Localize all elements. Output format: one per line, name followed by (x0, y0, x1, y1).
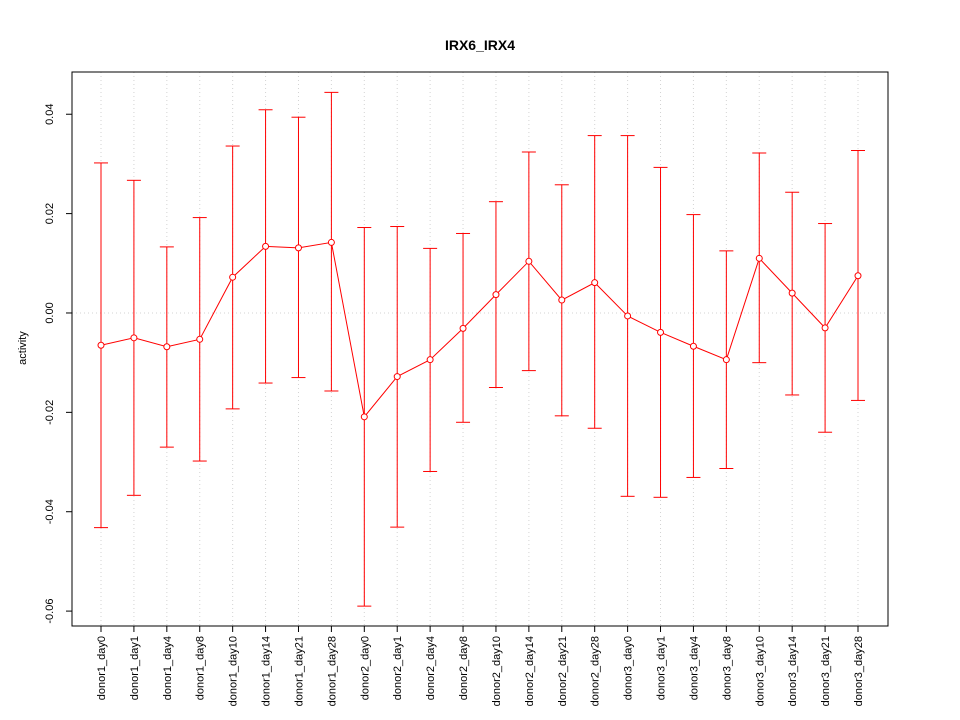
x-tick-label: donor3_day1 (656, 636, 668, 700)
y-axis-label: activity (17, 331, 29, 365)
x-tick-label: donor1_day1 (129, 636, 141, 700)
data-point (393, 373, 401, 381)
data-point (492, 291, 500, 299)
y-tick-label: 0.04 (44, 104, 56, 125)
data-point (591, 279, 599, 287)
x-tick-label: donor3_day14 (787, 636, 799, 706)
data-point (558, 296, 566, 304)
x-tick-label: donor2_day0 (359, 636, 371, 700)
chart-title: IRX6_IRX4 (445, 37, 515, 53)
x-tick-label: donor2_day8 (458, 636, 470, 700)
data-point (196, 335, 204, 343)
data-point (426, 356, 434, 364)
data-line (100, 241, 859, 418)
x-tick-label: donor3_day8 (721, 636, 733, 700)
x-tick-label: donor1_day8 (195, 636, 207, 700)
y-tick-label: -0.04 (44, 499, 56, 524)
data-point (130, 334, 138, 342)
data-point (525, 257, 533, 265)
x-tick-label: donor1_day28 (326, 636, 338, 706)
x-tick-label: donor2_day4 (425, 636, 437, 700)
data-point (722, 356, 730, 364)
data-point (689, 342, 697, 350)
data-point (788, 289, 796, 297)
error-bars (94, 91, 865, 607)
data-point (360, 413, 368, 421)
x-tick-label: donor2_day1 (392, 636, 404, 700)
data-point (459, 324, 467, 332)
x-tick-label: donor3_day10 (754, 636, 766, 706)
x-tick-label: donor1_day4 (162, 636, 174, 700)
x-tick-label: donor2_day28 (590, 636, 602, 706)
data-points (97, 238, 862, 421)
x-tick-label: donor1_day0 (96, 636, 108, 700)
data-point (229, 273, 237, 281)
data-point (163, 343, 171, 351)
x-tick-label: donor2_day14 (524, 636, 536, 706)
data-point (755, 254, 763, 262)
x-tick-label: donor3_day4 (688, 636, 700, 700)
series-line (100, 241, 859, 418)
data-point (854, 272, 862, 280)
x-tick-label: donor1_day14 (261, 636, 273, 706)
x-tick-label: donor2_day21 (557, 636, 569, 706)
x-tick-label: donor3_day21 (820, 636, 832, 706)
grid (100, 72, 859, 626)
y-tick-label: 0.00 (44, 302, 56, 323)
data-point (327, 238, 335, 246)
data-point (294, 244, 302, 252)
data-point (657, 328, 665, 336)
data-point (97, 341, 105, 349)
x-axis: donor1_day0 donor1_day1 donor1_day4 donor1_… (96, 626, 865, 706)
y-tick-label: -0.06 (44, 599, 56, 624)
x-tick-label: donor1_day21 (293, 636, 305, 706)
y-axis: -0.06 -0.04 -0.02 0.00 0.02 0.04 (44, 104, 72, 624)
x-tick-label: donor2_day10 (491, 636, 503, 706)
data-point (262, 242, 270, 250)
data-point (821, 324, 829, 332)
y-tick-label: -0.02 (44, 400, 56, 425)
y-tick-label: 0.02 (44, 203, 56, 224)
x-tick-label: donor1_day10 (228, 636, 240, 706)
x-tick-label: donor3_day0 (623, 636, 635, 700)
data-point (624, 312, 632, 320)
x-tick-label: donor3_day28 (853, 636, 865, 706)
plot-frame (71, 71, 889, 627)
